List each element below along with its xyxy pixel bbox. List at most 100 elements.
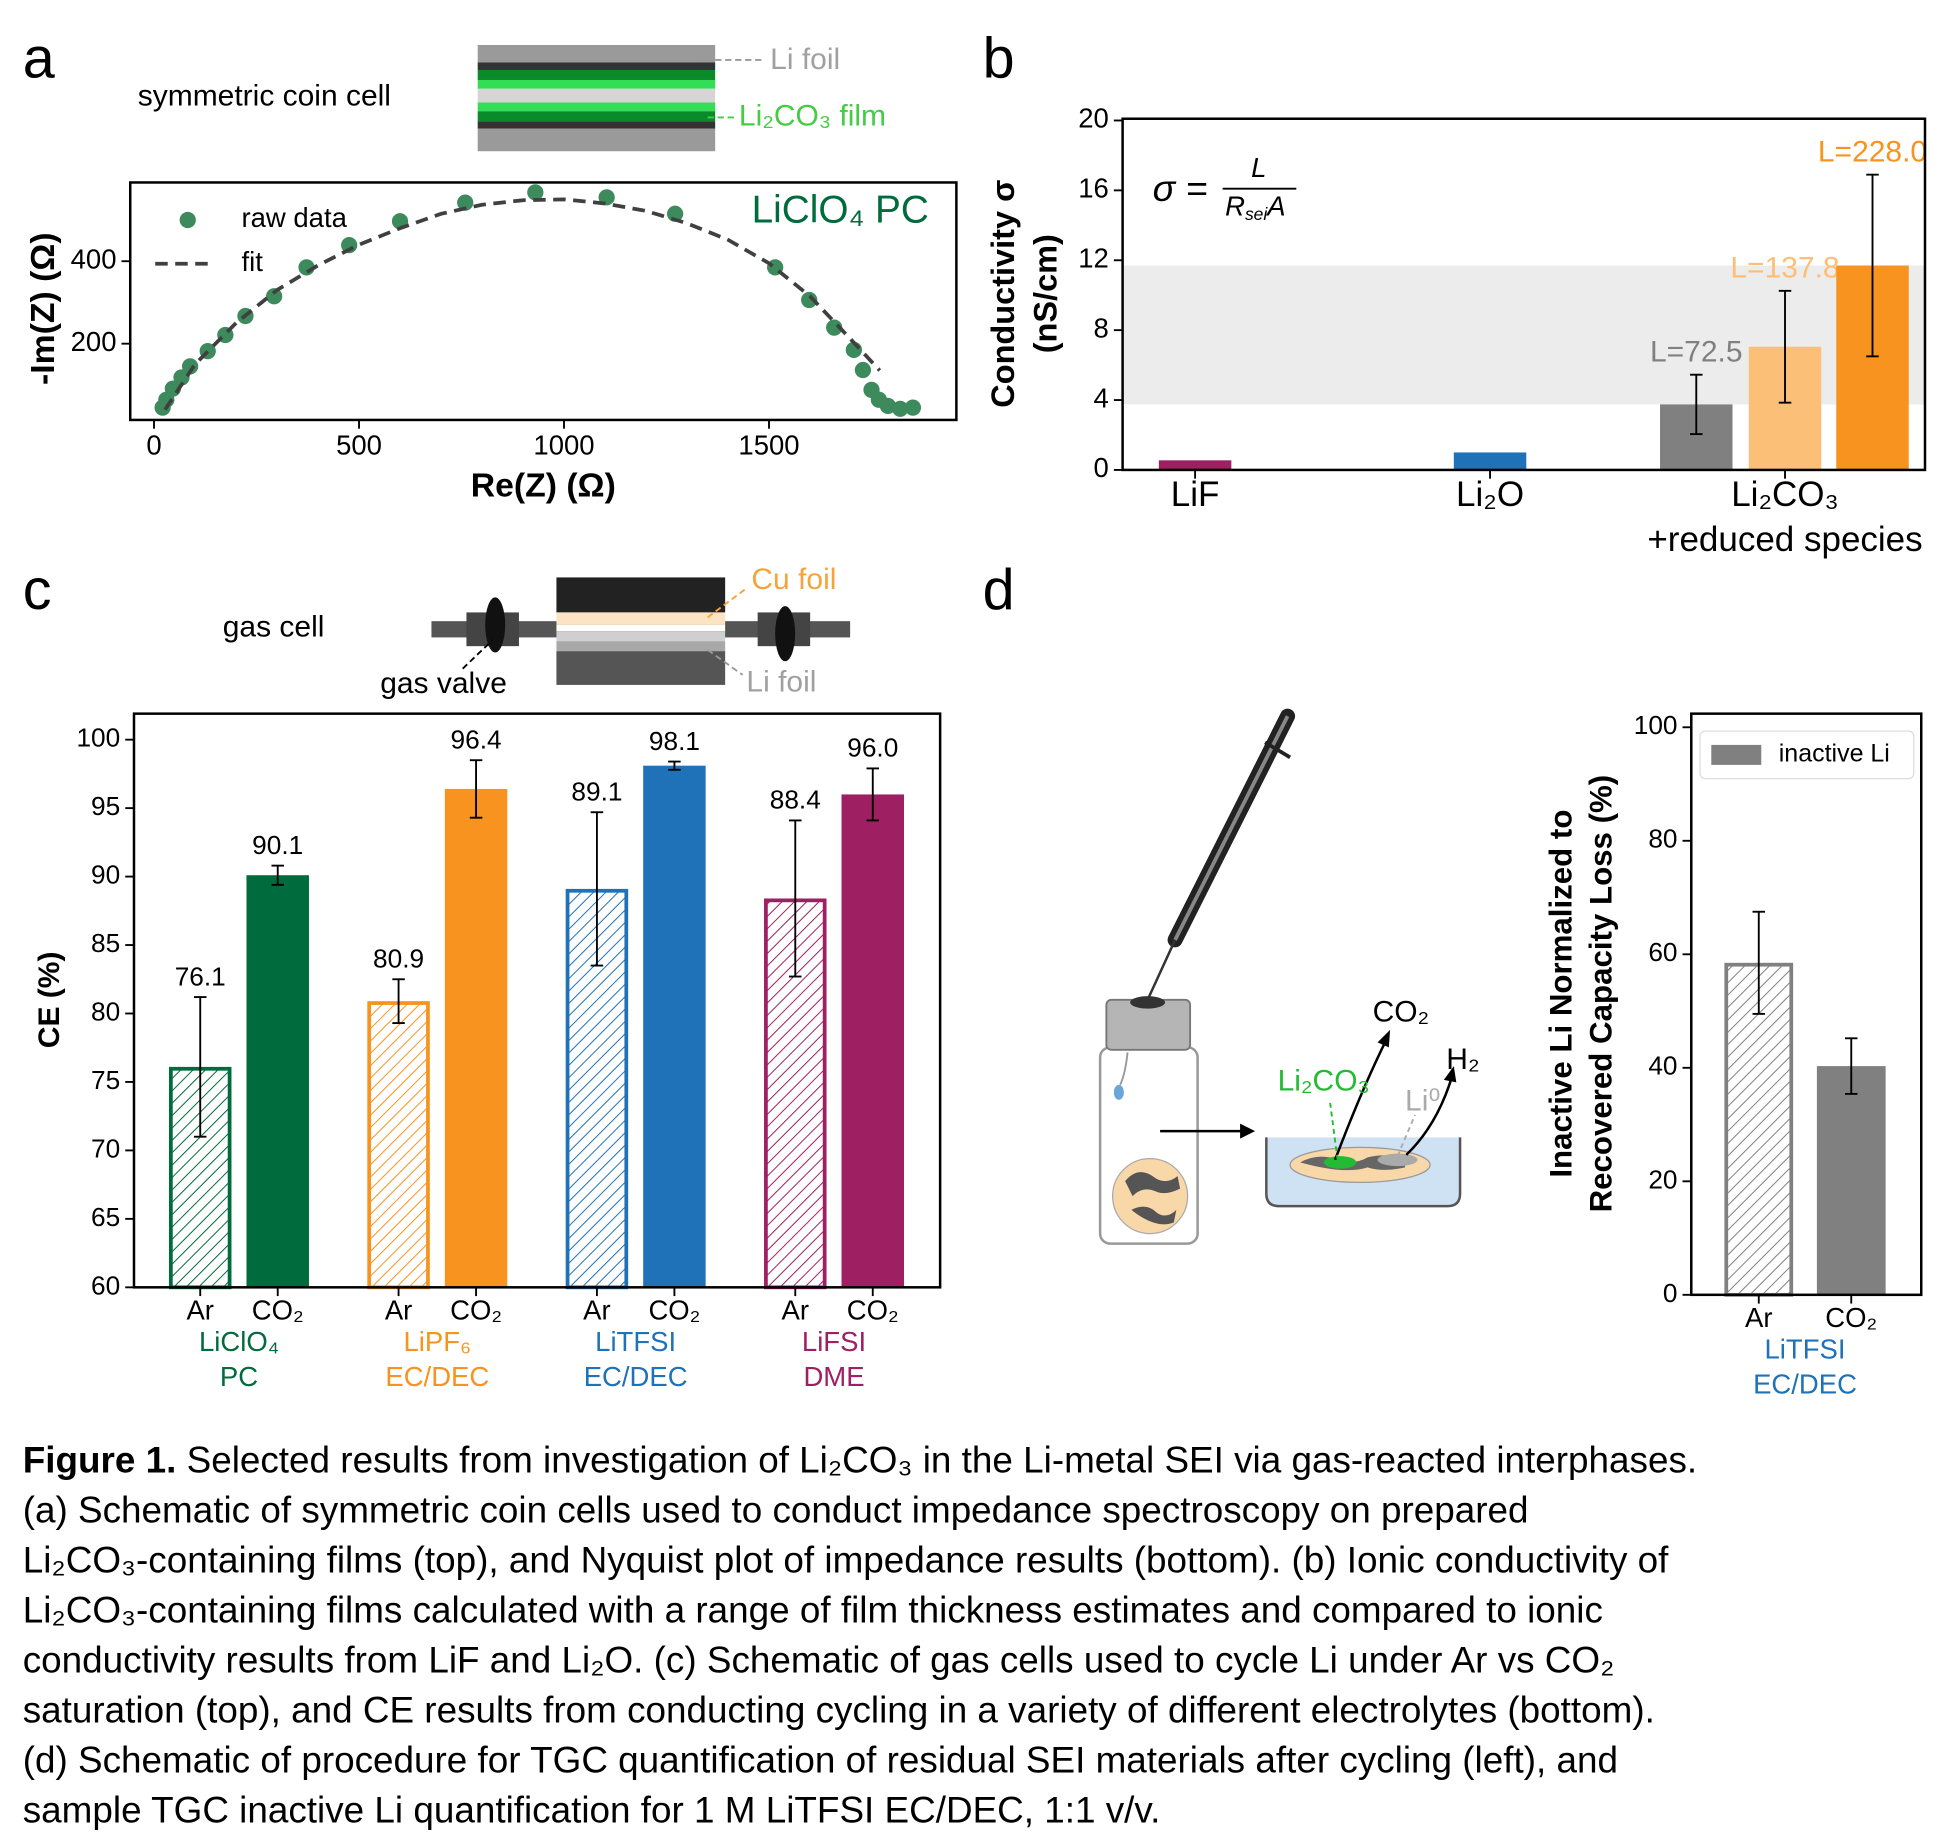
x-tick-label: CO₂	[252, 1295, 304, 1326]
x-tick-label: Ar	[186, 1295, 213, 1326]
droplet	[1113, 1084, 1124, 1100]
y-tick-label: 0	[1094, 452, 1109, 483]
layer	[477, 121, 716, 129]
error-bar	[668, 760, 681, 771]
schematic-label: gas cell	[223, 611, 325, 644]
formula-denominator-sub: sei	[1245, 204, 1268, 224]
y-tick-label: 85	[91, 928, 120, 958]
plot-frame	[132, 712, 942, 1289]
y-tick-label: 80	[91, 996, 120, 1026]
caption-line: saturation (top), and CE results from co…	[23, 1689, 1655, 1730]
legend-label: raw data	[241, 202, 347, 233]
data-point	[879, 397, 897, 415]
group-label-box: LiFSI DME	[802, 1326, 866, 1392]
group-label-box: LiTFSI EC/DEC	[1753, 1334, 1857, 1400]
y-axis-label: Inactive Li Normalized to Recovered Capa…	[1543, 774, 1619, 1213]
error-bar	[789, 819, 802, 978]
layer	[556, 624, 726, 632]
legend-label: fit	[241, 246, 263, 277]
schematic-label: Li foil	[770, 43, 840, 76]
group-label: LiTFSI EC/DEC	[583, 1326, 688, 1392]
valve	[775, 606, 796, 662]
schematic-label: CO₂	[1373, 996, 1430, 1029]
x-tick-label: CO₂	[648, 1295, 700, 1326]
li-spot	[1377, 1153, 1418, 1167]
y-tick-label: 400	[71, 243, 117, 274]
y-tick-label: 200	[71, 326, 117, 357]
arrow	[1405, 1074, 1454, 1156]
value-label: 89.1	[571, 776, 622, 806]
x-tick-label: Ar	[385, 1295, 412, 1326]
error-bar	[1690, 373, 1703, 436]
tgc-schematic	[1098, 708, 1462, 1245]
x-tick-label: 1500	[738, 430, 799, 461]
x-tick-label: 1000	[533, 430, 594, 461]
panel-label: c	[23, 558, 52, 622]
x-axis-label: Re(Z) (Ω)	[471, 466, 616, 504]
plot-frame	[1690, 712, 1923, 1297]
error-bar	[590, 811, 604, 967]
legend-swatch	[1711, 744, 1762, 765]
legend-label: inactive Li	[1779, 739, 1890, 767]
bar	[367, 1001, 430, 1290]
y-tick-label: 8	[1094, 312, 1109, 343]
layer	[556, 651, 726, 685]
data-point	[826, 319, 843, 336]
bar-annotation: L=137.8	[1730, 252, 1839, 285]
value-label: 76.1	[175, 961, 226, 991]
layer	[477, 102, 716, 112]
error-bar	[1752, 910, 1766, 1015]
bar	[1453, 452, 1527, 470]
y-axis-label-box: Conductivity σ (nS/cm)	[984, 179, 1064, 408]
y-tick-label: 20	[1648, 1164, 1677, 1194]
plot-frame	[128, 181, 958, 422]
x-tick-label: Li₂CO₃ +reduced species	[1647, 474, 1923, 560]
error-bar	[193, 996, 207, 1138]
group-label-box: LiTFSI EC/DEC	[583, 1326, 688, 1392]
y-tick-label: 0	[1663, 1278, 1678, 1308]
caption-line: (d) Schematic of procedure for TGC quant…	[23, 1739, 1618, 1780]
schematic-label: Cu foil	[751, 563, 836, 596]
layer	[556, 577, 726, 613]
data-point	[266, 288, 283, 305]
syringe-plunger	[1173, 715, 1290, 941]
x-tick-label: Ar	[782, 1295, 809, 1326]
septum	[1130, 996, 1166, 1009]
data-point	[801, 291, 818, 309]
schematic-label: Li₂CO₃ film	[739, 99, 886, 132]
syringe-flange	[1264, 740, 1292, 760]
bar-annotation: L=72.5	[1650, 335, 1743, 368]
y-tick-label: 60	[1648, 937, 1677, 967]
x-tick-label: CO₂	[847, 1295, 899, 1326]
error-bar	[392, 978, 405, 1025]
arrowhead	[1240, 1123, 1256, 1139]
bar	[643, 765, 706, 1288]
group-label: LiClO₄ PC	[198, 1326, 279, 1392]
data-point	[181, 358, 199, 375]
li2co3-spot	[1323, 1156, 1357, 1169]
x-tick-label: 0	[146, 430, 161, 461]
wire	[1119, 1052, 1129, 1086]
caption-line: Li₂CO₃-containing films calculated with …	[23, 1589, 1603, 1630]
caption-label: Figure 1.	[23, 1439, 177, 1480]
layer	[477, 44, 716, 63]
y-axis-label-box: Inactive Li Normalized to Recovered Capa…	[1543, 774, 1619, 1213]
arrowhead	[1443, 1066, 1457, 1083]
y-tick-label: 20	[1078, 103, 1109, 134]
y-axis-label: Conductivity σ (nS/cm)	[984, 179, 1064, 408]
x-tick-label: LiF	[1170, 474, 1220, 514]
layer	[556, 641, 726, 652]
layer	[556, 631, 726, 642]
caption-line: Li₂CO₃-containing films (top), and Nyqui…	[23, 1539, 1669, 1580]
x-tick-label: Li₂O	[1456, 474, 1525, 514]
formula-denominator-tail: A	[1265, 191, 1285, 222]
bar	[1724, 962, 1794, 1297]
x-tick-label: Ar	[583, 1295, 610, 1326]
valve	[485, 597, 506, 653]
x-tick-label: CO₂	[1825, 1302, 1877, 1333]
error-bar	[866, 767, 880, 822]
caption-line: conductivity results from LiF and Li₂O. …	[23, 1639, 1615, 1680]
x-tick-label: 500	[336, 430, 382, 461]
layer	[477, 111, 716, 122]
leader	[1329, 1102, 1339, 1160]
